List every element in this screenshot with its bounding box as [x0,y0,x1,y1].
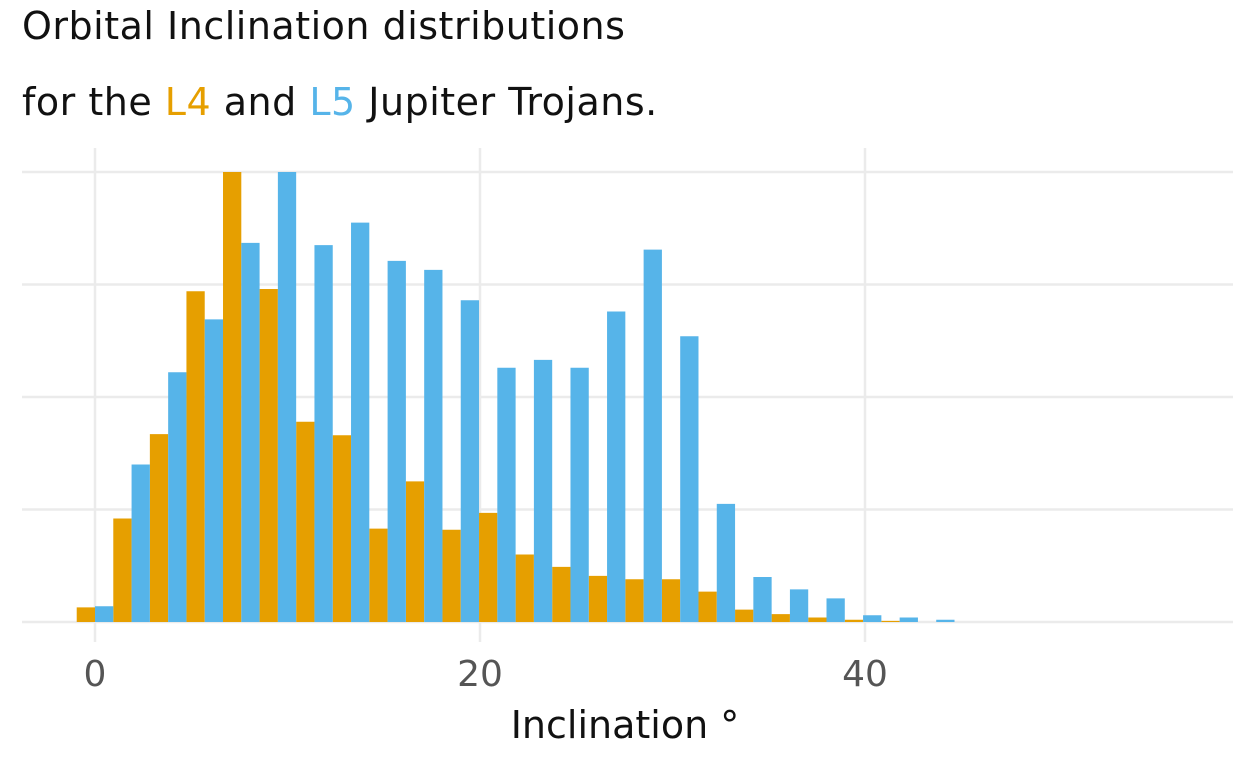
x-axis-ticks: 0 20 40 [84,654,888,695]
l5-bar [241,242,260,622]
l4-bar [625,579,644,622]
l5-bar [351,222,370,622]
l5-bar [716,503,736,622]
l5-bar [899,617,918,622]
l5-bar [826,598,845,622]
l4-bar [405,481,425,622]
l5-bar [497,367,516,622]
l5-bar [424,269,443,622]
l4-bar [844,619,864,622]
l5-bar [533,359,553,622]
l4-bar [369,528,388,622]
l4-bar [259,289,278,622]
l5-bar [643,249,662,622]
l5-bar [277,172,297,622]
l5-bar [570,367,589,622]
l5-bars [95,172,955,622]
l4-bar [113,518,132,622]
l4-bar [698,591,717,622]
l5-bar [753,577,772,622]
title-connector: and [223,80,297,124]
l4-bars [76,172,900,622]
l4-bar [661,579,681,622]
l4-bar [771,614,790,622]
l5-bar [204,319,224,622]
chart-title-line-2: for the L4 and L5 Jupiter Trojans. [22,80,658,124]
l5-bar [95,606,114,622]
l4-bar [808,617,827,622]
l4-bar [296,421,315,622]
x-tick-label: 0 [84,654,107,695]
l4-bar [149,434,169,622]
l4-bar [332,435,352,622]
x-tick-label: 40 [842,654,888,695]
l5-bar [863,615,882,622]
l4-bar [479,512,498,622]
l5-series-label: L5 [309,80,356,124]
l5-bar [168,372,187,622]
l4-bar [881,620,900,622]
l5-bar [789,589,809,622]
l5-bar [314,245,333,622]
l4-bar [76,607,95,622]
l4-bar [186,291,205,622]
l5-bar [131,464,150,622]
title-suffix: Jupiter Trojans. [368,80,658,124]
l4-bar [735,609,754,622]
l5-bar [607,311,626,622]
l4-bar [588,575,608,622]
l5-bar [936,619,955,622]
l4-bar [515,554,534,622]
l4-bar [223,172,242,622]
title-prefix: for the [22,80,153,124]
x-axis-label: Inclination ° [511,703,740,747]
l4-series-label: L4 [164,80,212,124]
l4-bar [442,529,461,622]
title-text: Orbital Inclination distributions [22,4,626,48]
l4-bar [552,566,571,622]
l5-bar [387,260,406,622]
x-tick-label: 20 [457,654,503,695]
l5-bar [460,300,480,622]
l5-bar [680,336,699,622]
chart-title-line-1: Orbital Inclination distributions [22,4,625,48]
